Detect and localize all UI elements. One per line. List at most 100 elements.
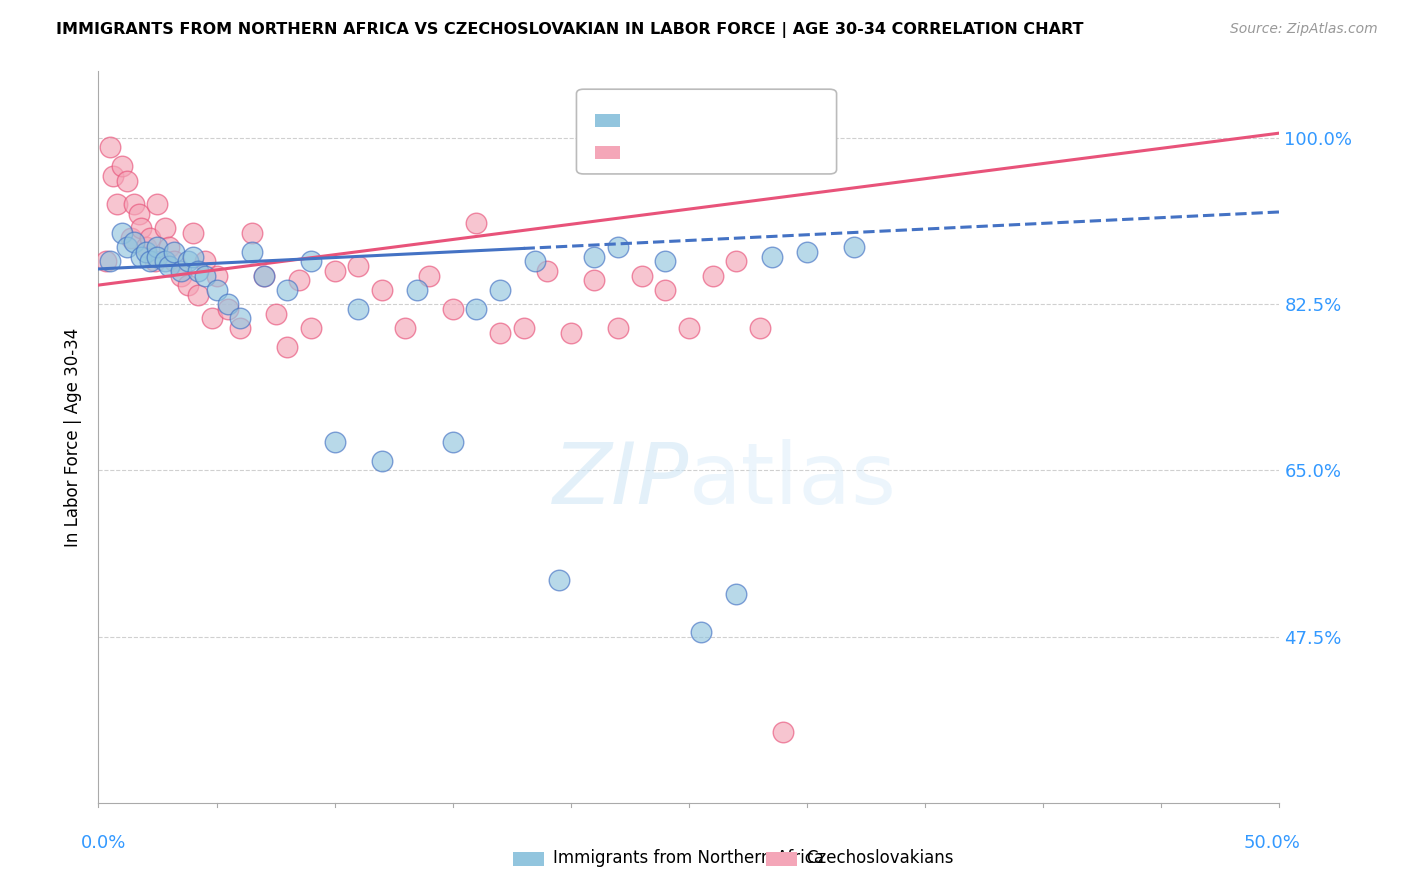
- Point: [394, 321, 416, 335]
- Point: [524, 254, 547, 268]
- Point: [276, 283, 298, 297]
- Point: [654, 283, 676, 297]
- Point: [135, 240, 157, 254]
- Text: Czechoslovakians: Czechoslovakians: [806, 849, 953, 867]
- Text: 0.108: 0.108: [657, 112, 714, 129]
- Point: [654, 254, 676, 268]
- Point: [347, 301, 370, 316]
- Point: [115, 173, 138, 187]
- Point: [323, 264, 346, 278]
- Point: [371, 454, 394, 468]
- Point: [702, 268, 724, 283]
- Point: [121, 230, 143, 244]
- Point: [229, 321, 252, 335]
- Point: [748, 321, 770, 335]
- Point: [347, 259, 370, 273]
- Point: [146, 197, 169, 211]
- Point: [276, 340, 298, 354]
- Text: R =: R =: [628, 144, 668, 161]
- Point: [441, 434, 464, 449]
- Point: [536, 264, 558, 278]
- Point: [418, 268, 440, 283]
- Point: [170, 264, 193, 278]
- Point: [371, 283, 394, 297]
- Point: [170, 268, 193, 283]
- Point: [406, 283, 429, 297]
- Point: [181, 250, 204, 264]
- Point: [157, 259, 180, 273]
- Text: 0.0%: 0.0%: [82, 834, 127, 852]
- Point: [122, 197, 145, 211]
- Point: [111, 226, 134, 240]
- Text: N =: N =: [717, 144, 769, 161]
- Point: [101, 169, 124, 183]
- Point: [240, 244, 263, 259]
- Point: [583, 250, 606, 264]
- Point: [761, 250, 783, 264]
- Point: [465, 301, 488, 316]
- Point: [844, 240, 866, 254]
- Text: 50.0%: 50.0%: [1244, 834, 1301, 852]
- Point: [194, 254, 217, 268]
- Point: [253, 268, 276, 283]
- Point: [181, 226, 204, 240]
- Point: [288, 273, 311, 287]
- Point: [205, 283, 228, 297]
- Point: [240, 226, 263, 240]
- Point: [441, 301, 464, 316]
- Point: [163, 244, 186, 259]
- Point: [98, 254, 121, 268]
- Point: [323, 434, 346, 449]
- Point: [146, 240, 169, 254]
- Point: [129, 250, 152, 264]
- Point: [583, 273, 606, 287]
- Point: [177, 254, 200, 268]
- Point: [512, 321, 534, 335]
- Text: 41: 41: [759, 112, 785, 129]
- Point: [111, 159, 134, 173]
- Point: [201, 311, 224, 326]
- Point: [299, 321, 322, 335]
- Point: [725, 587, 748, 601]
- Point: [157, 240, 180, 254]
- Point: [465, 216, 488, 230]
- Point: [146, 250, 169, 264]
- Point: [630, 268, 652, 283]
- Point: [725, 254, 748, 268]
- Text: Source: ZipAtlas.com: Source: ZipAtlas.com: [1230, 22, 1378, 37]
- Point: [253, 268, 276, 283]
- Point: [217, 301, 239, 316]
- Point: [129, 221, 152, 235]
- Text: 52: 52: [759, 144, 785, 161]
- Text: ZIP: ZIP: [553, 440, 689, 523]
- Point: [299, 254, 322, 268]
- Text: N =: N =: [717, 112, 769, 129]
- Point: [187, 287, 209, 301]
- Point: [489, 283, 512, 297]
- Point: [560, 326, 582, 340]
- Point: [205, 268, 228, 283]
- Text: 0.399: 0.399: [657, 144, 713, 161]
- Point: [153, 254, 176, 268]
- Point: [135, 244, 157, 259]
- Point: [229, 311, 252, 326]
- Point: [139, 254, 162, 268]
- Point: [187, 264, 209, 278]
- Point: [689, 624, 711, 639]
- Point: [94, 254, 117, 268]
- Point: [122, 235, 145, 250]
- Point: [163, 254, 186, 268]
- Text: IMMIGRANTS FROM NORTHERN AFRICA VS CZECHOSLOVAKIAN IN LABOR FORCE | AGE 30-34 CO: IMMIGRANTS FROM NORTHERN AFRICA VS CZECH…: [56, 22, 1084, 38]
- Point: [772, 724, 794, 739]
- Point: [607, 321, 630, 335]
- Point: [115, 240, 138, 254]
- Point: [607, 240, 630, 254]
- Text: Immigrants from Northern Africa: Immigrants from Northern Africa: [553, 849, 824, 867]
- Point: [153, 221, 176, 235]
- Y-axis label: In Labor Force | Age 30-34: In Labor Force | Age 30-34: [63, 327, 82, 547]
- Point: [489, 326, 512, 340]
- Point: [98, 140, 121, 154]
- Point: [264, 307, 287, 321]
- Point: [105, 197, 128, 211]
- Point: [143, 254, 166, 268]
